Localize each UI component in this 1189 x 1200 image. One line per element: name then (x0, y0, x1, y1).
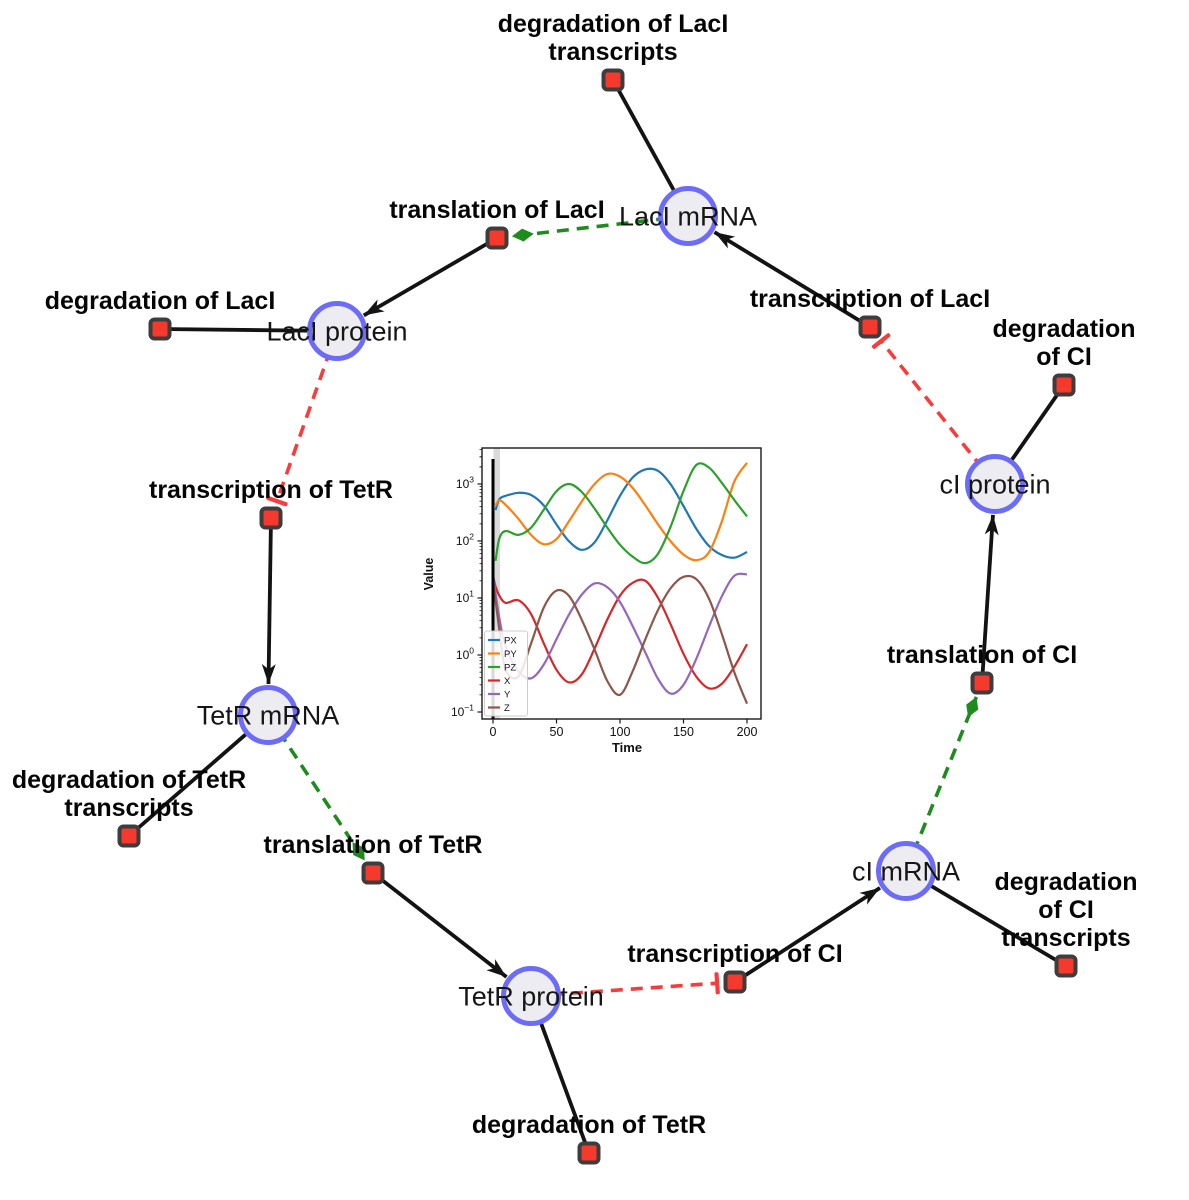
axes-frame (481, 447, 762, 720)
reaction-node-deg_laci[interactable] (148, 317, 172, 341)
reaction-node-deg_ci[interactable] (1052, 373, 1076, 397)
legend-label-Y: Y (504, 690, 511, 701)
edge-tl_laci-laci_protein-product (362, 236, 498, 318)
species-node-laci_protein[interactable] (307, 301, 367, 361)
x-tick-label: 100 (610, 725, 631, 739)
x-tick-label: 200 (737, 725, 758, 739)
species-node-ci_mrna[interactable] (876, 841, 936, 901)
x-axis-label: Time (612, 740, 642, 755)
legend-label-PX: PX (504, 636, 517, 647)
y-tick-label: 101 (456, 589, 474, 606)
x-tick-label: 50 (550, 725, 564, 739)
species-node-tetr_protein[interactable] (501, 966, 561, 1026)
time-series-chart: 0 50 100 150 200Time10−1100101102103ValuePXP… (422, 447, 762, 755)
reaction-node-deg_tetr[interactable] (577, 1141, 601, 1165)
edge-tx_ci-ci_mrna-product (733, 886, 882, 984)
reaction-node-tl_tetr[interactable] (361, 861, 385, 885)
reaction-node-deg_tetr_tx[interactable] (117, 824, 141, 848)
y-tick-label: 100 (456, 646, 474, 663)
series-PX (494, 467, 748, 559)
chart-legend: PX PY PZ XYZ (484, 630, 528, 717)
reaction-node-tx_laci[interactable] (858, 315, 882, 339)
reaction-node-tl_ci[interactable] (970, 671, 994, 695)
x-tick-label: 0 (490, 725, 497, 739)
reaction-node-tl_laci[interactable] (485, 226, 509, 250)
series-X (491, 575, 748, 690)
series-PZ (494, 462, 748, 565)
legend-label-PY: PY (504, 649, 517, 660)
species-node-ci_protein[interactable] (965, 454, 1025, 514)
time-series-panel: 0 50 100 150 200 Time 10−1 100 101 102 103 Value PX P… (420, 440, 776, 770)
x-tick-label: 150 (673, 725, 694, 739)
legend-label-X: X (504, 676, 511, 687)
legend-label-Z: Z (504, 703, 510, 714)
edge-tx_tetr-tetr_mrna-product (261, 517, 276, 685)
edge-ci_mrna-deg_ci_tx-reactant (905, 869, 1067, 968)
reaction-node-tx_ci[interactable] (723, 970, 747, 994)
edge-ci_mrna-tl_ci-modifier (904, 696, 979, 872)
reaction-node-deg_ci_tx[interactable] (1054, 954, 1078, 978)
y-tick-label: 102 (456, 532, 474, 549)
series-PY (494, 462, 748, 562)
edge-tetr_protein-tx_ci-inhibitor (530, 972, 720, 998)
reaction-node-tx_tetr[interactable] (259, 506, 283, 530)
reaction-node-deg_laci_tx[interactable] (601, 68, 625, 92)
species-node-laci_mrna[interactable] (658, 186, 718, 246)
edge-tl_tetr-tetr_protein-product (371, 871, 508, 979)
legend-label-PZ: PZ (504, 663, 516, 674)
edge-tx_laci-laci_mrna-product (713, 230, 871, 329)
series-Y (491, 572, 748, 695)
species-node-tetr_mrna[interactable] (238, 685, 298, 745)
y-tick-label: 103 (456, 475, 474, 492)
y-axis-label: Value (422, 558, 436, 591)
y-tick-label: 10−1 (451, 703, 474, 720)
t0-shaded-band (493, 448, 500, 719)
edge-tl_ci-ci_protein-product (980, 514, 999, 684)
